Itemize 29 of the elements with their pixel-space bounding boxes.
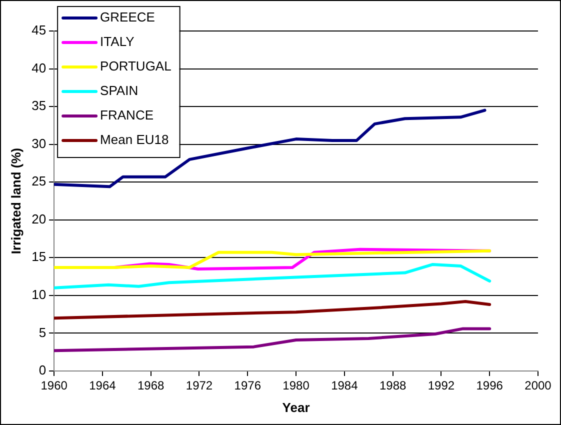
x-tick-label: 1984	[331, 378, 358, 393]
x-tick-label: 1980	[282, 378, 310, 393]
x-tick-label: 1972	[186, 378, 213, 393]
y-tick-label: 25	[32, 174, 46, 189]
x-tick-label: 1976	[234, 378, 262, 393]
y-tick-label: 10	[32, 287, 46, 302]
x-tick-label: 1988	[379, 378, 406, 393]
legend-label: Mean EU18	[100, 132, 169, 148]
x-axis-title: Year	[282, 400, 310, 415]
legend-label: FRANCE	[100, 108, 154, 123]
legend-label: PORTUGAL	[100, 58, 172, 74]
y-tick-label: 45	[32, 22, 46, 38]
y-axis-title: Irrigated land (%)	[8, 148, 24, 254]
y-tick-label: 20	[32, 211, 46, 226]
y-tick-label: 30	[32, 136, 46, 151]
x-tick-label: 1960	[40, 378, 68, 393]
y-tick-label: 40	[32, 60, 46, 76]
y-tick-label: 35	[32, 98, 46, 114]
y-tick-label: 15	[32, 249, 46, 264]
y-tick-label: 5	[38, 324, 46, 340]
legend-label: ITALY	[100, 34, 135, 50]
x-tick-label: 1992	[428, 378, 455, 393]
x-tick-label: 1968	[137, 378, 165, 393]
x-tick-label: 2000	[524, 378, 552, 393]
legend-label: SPAIN	[100, 83, 138, 98]
legend-label: GREECE	[100, 10, 156, 25]
x-tick-label: 1996	[476, 378, 504, 393]
x-tick-label: 1964	[89, 378, 116, 393]
y-tick-label: 0	[38, 362, 46, 378]
